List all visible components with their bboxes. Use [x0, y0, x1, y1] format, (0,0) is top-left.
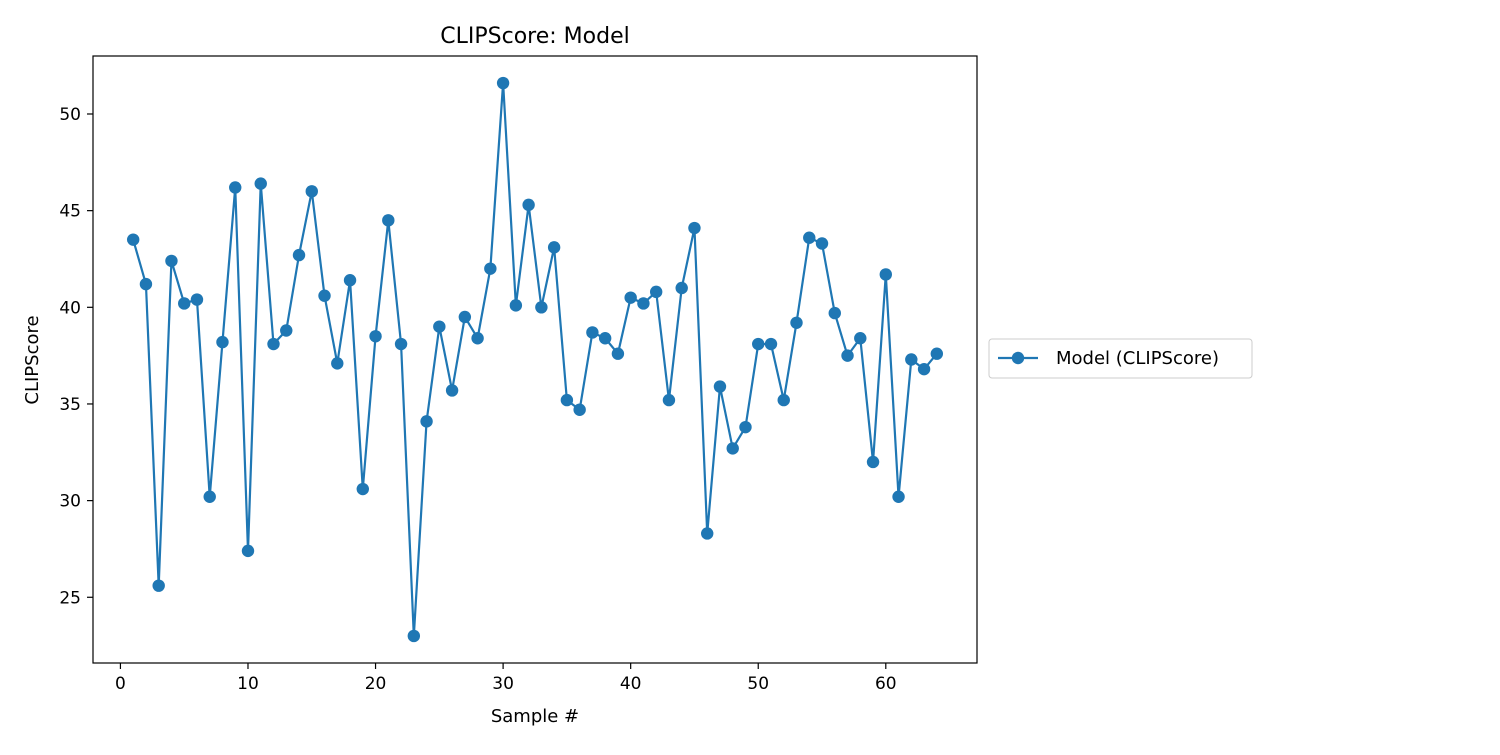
y-tick-label: 50 — [59, 105, 81, 125]
x-tick-label: 60 — [875, 674, 897, 694]
x-tick-label: 30 — [492, 674, 514, 694]
y-tick-label: 40 — [59, 298, 81, 318]
data-point — [930, 347, 944, 360]
y-tick-label: 25 — [59, 588, 81, 608]
data-point — [598, 332, 612, 345]
y-axis-label: CLIPScore — [22, 315, 43, 404]
data-point — [854, 332, 867, 345]
data-point — [292, 248, 306, 262]
data-point — [420, 415, 433, 428]
data-point — [917, 362, 931, 376]
x-axis: 0 10 20 30 40 50 60 — [115, 663, 897, 694]
data-point — [407, 629, 421, 643]
data-point — [752, 337, 765, 351]
plot-frame — [92, 55, 978, 664]
data-point — [369, 330, 382, 343]
data-point — [828, 306, 841, 320]
x-axis-label: Sample # — [491, 706, 579, 727]
data-point — [496, 76, 510, 90]
data-point — [229, 181, 242, 194]
data-point — [841, 349, 854, 362]
plot-area — [126, 76, 944, 643]
data-point — [126, 233, 140, 246]
data-point — [547, 241, 561, 254]
data-point — [190, 293, 204, 306]
data-point — [611, 347, 625, 360]
data-point — [535, 301, 548, 314]
data-point — [637, 297, 650, 310]
legend-marker-swatch — [1011, 351, 1025, 365]
data-point — [560, 393, 574, 407]
x-tick-label: 20 — [365, 674, 387, 694]
data-point — [866, 455, 880, 469]
data-point — [216, 335, 229, 349]
data-point — [382, 214, 395, 227]
data-point — [152, 579, 165, 592]
data-point — [586, 326, 599, 339]
data-point — [892, 490, 905, 503]
data-point — [726, 442, 739, 455]
data-point — [254, 177, 267, 190]
data-point — [305, 185, 318, 198]
series-line — [132, 81, 938, 638]
data-point — [343, 274, 357, 287]
x-tick-label: 10 — [237, 674, 259, 694]
data-point — [178, 297, 191, 310]
y-tick-label: 30 — [59, 492, 81, 512]
data-point — [203, 490, 216, 503]
data-point — [573, 403, 586, 416]
data-point — [241, 544, 255, 558]
y-axis: 25 30 35 40 45 50 — [59, 105, 93, 608]
data-point — [662, 393, 676, 407]
data-point — [879, 268, 892, 281]
data-point — [267, 337, 280, 351]
x-tick-label: 50 — [747, 674, 769, 694]
data-point — [280, 324, 293, 337]
data-point — [688, 221, 701, 235]
data-point — [522, 198, 535, 212]
data-point — [484, 262, 497, 275]
data-point — [331, 357, 344, 370]
data-point — [739, 420, 752, 434]
chart-title: CLIPScore: Model — [440, 24, 629, 49]
data-point — [445, 384, 459, 397]
data-point — [458, 310, 472, 324]
data-point — [713, 380, 727, 393]
data-point — [433, 320, 446, 333]
data-point — [356, 482, 369, 496]
data-point — [649, 285, 663, 299]
data-point — [394, 337, 408, 351]
data-point — [675, 281, 688, 295]
y-tick-label: 45 — [59, 202, 81, 222]
data-point — [790, 316, 803, 329]
data-point — [701, 527, 714, 540]
data-point — [764, 337, 778, 351]
data-point — [509, 299, 523, 312]
data-point — [165, 254, 178, 268]
data-point — [624, 291, 637, 304]
data-point — [318, 289, 331, 302]
legend-frame — [988, 338, 1253, 379]
y-tick-label: 35 — [59, 395, 81, 415]
data-point — [471, 332, 484, 345]
data-point — [905, 353, 918, 366]
legend-entry-label: Model (CLIPScore) — [1056, 348, 1219, 369]
legend: Model (CLIPScore) — [988, 338, 1253, 379]
data-point — [139, 277, 153, 291]
x-tick-label: 40 — [620, 674, 642, 694]
x-tick-label: 0 — [115, 674, 126, 694]
data-point — [803, 231, 816, 244]
data-point — [815, 237, 829, 250]
data-point — [777, 393, 790, 407]
